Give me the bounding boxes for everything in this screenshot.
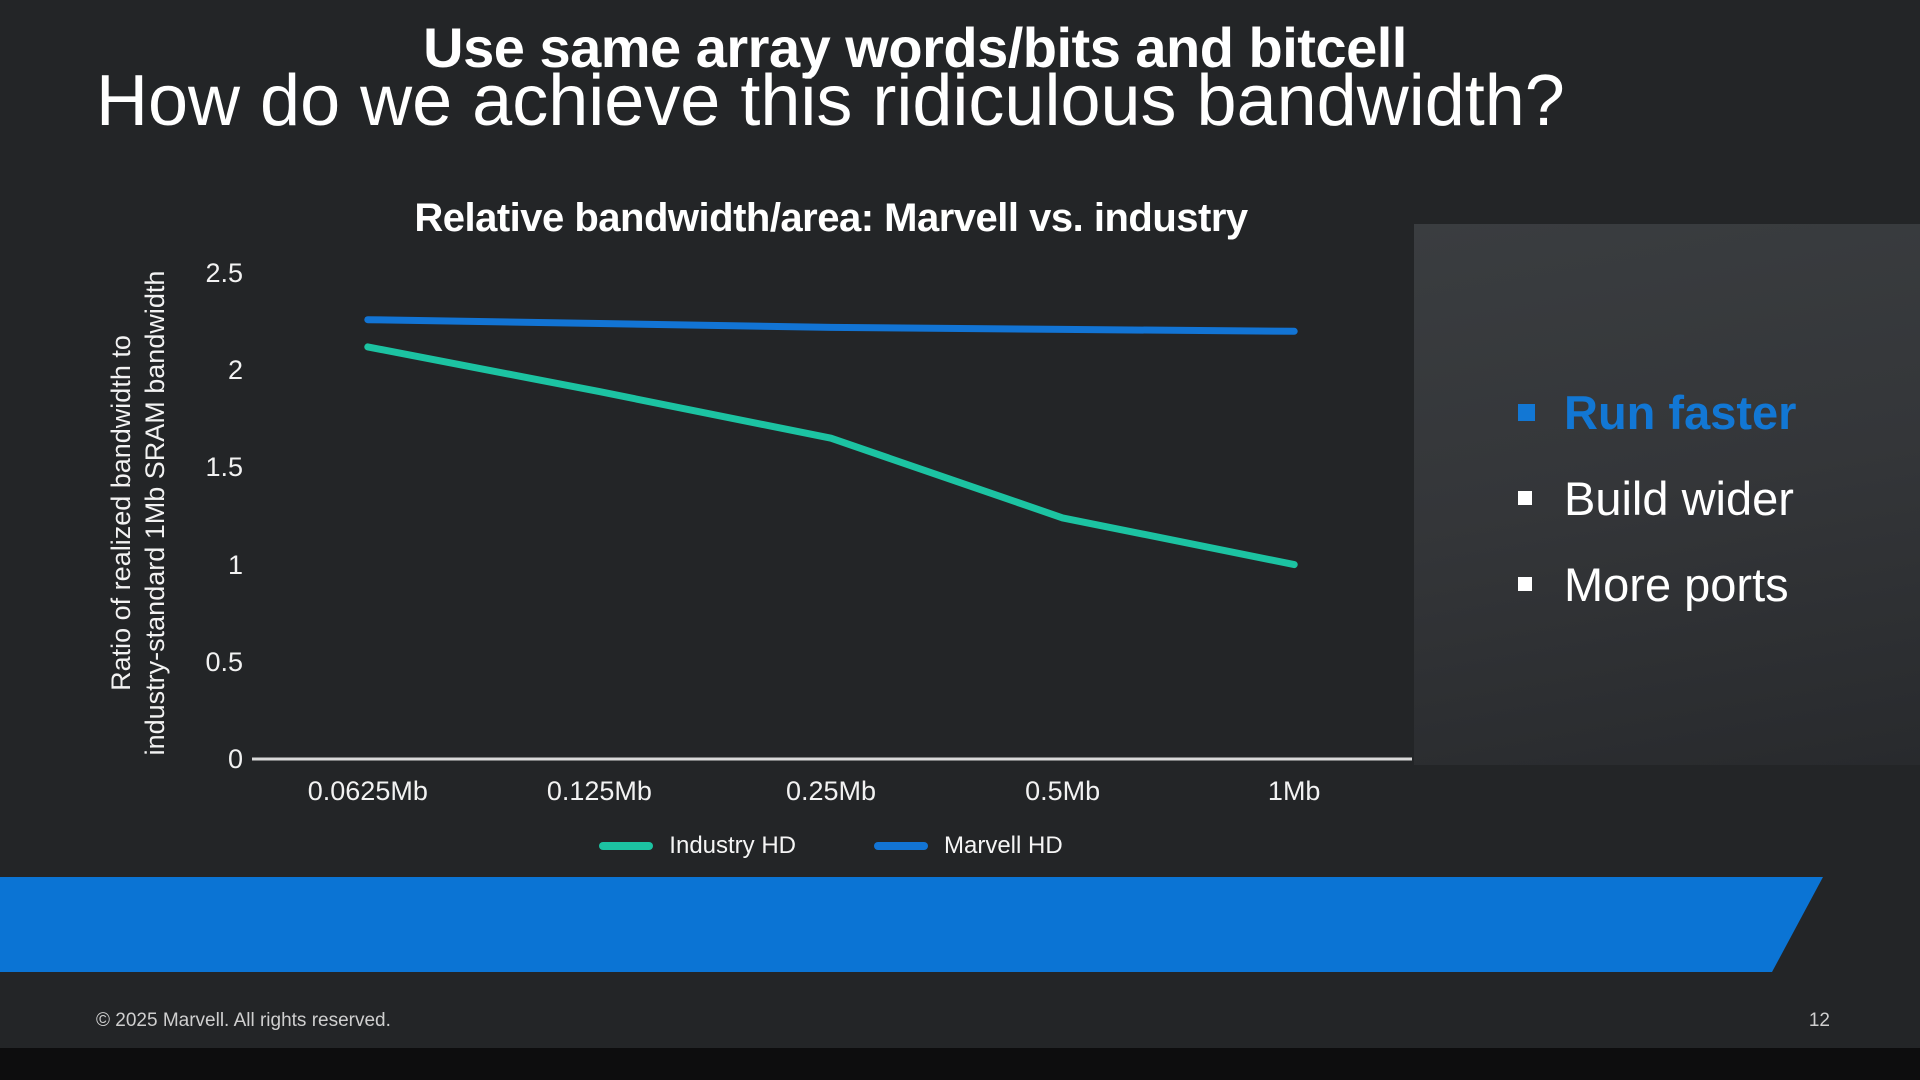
bullet-list: Run faster Build wider More ports xyxy=(1518,383,1796,641)
bullet-label: More ports xyxy=(1564,557,1789,611)
copyright-note: © 2025 Marvell. All rights reserved. xyxy=(96,1010,391,1031)
bullet-item: Run faster xyxy=(1518,383,1796,441)
banner xyxy=(0,877,1823,972)
x-tick-label: 0.25Mb xyxy=(785,776,877,806)
y-tick-label: 0 xyxy=(227,744,243,774)
x-tick-label: 0.5Mb xyxy=(1025,776,1101,806)
legend-item: Industry HD xyxy=(599,832,796,860)
legend-label: Industry HD xyxy=(669,832,796,859)
bullet-label: Build wider xyxy=(1564,471,1794,525)
y-tick-label: 2.5 xyxy=(205,258,243,288)
series-line-industry-hd xyxy=(364,343,1298,569)
page-number: 12 xyxy=(1808,1010,1830,1031)
x-tick-label: 0.0625Mb xyxy=(307,776,428,806)
slide-title: How do we achieve this ridiculous bandwi… xyxy=(96,61,1565,141)
legend-swatch-icon xyxy=(599,842,654,850)
bullet-square-icon xyxy=(1518,491,1532,505)
y-tick-label: 0.5 xyxy=(205,646,243,677)
side-gradient-panel xyxy=(1414,224,1920,765)
chart-legend: Industry HD Marvell HD xyxy=(252,830,1410,862)
line-chart-plot xyxy=(252,316,1412,761)
legend-swatch-icon xyxy=(874,842,928,850)
bullet-item: More ports xyxy=(1518,555,1796,613)
y-axis-label: Ratio of realized bandwidth to industry-… xyxy=(106,270,170,756)
bullet-item: Build wider xyxy=(1518,469,1796,527)
chart-title: Relative bandwidth/area: Marvell vs. ind… xyxy=(414,196,1248,240)
bullet-square-icon xyxy=(1518,577,1532,591)
banner-text: Use same array words/bits and bitcell xyxy=(423,16,1407,79)
legend-item: Marvell HD xyxy=(874,832,1063,860)
y-tick-label: 2 xyxy=(227,355,243,386)
x-tick-label: 0.125Mb xyxy=(546,776,652,806)
y-tick-label: 1.5 xyxy=(205,452,243,483)
bullet-square-icon xyxy=(1518,403,1535,421)
bullet-label: Run faster xyxy=(1564,385,1797,439)
x-tick-label: 1Mb xyxy=(1267,776,1321,806)
y-tick-label: 1 xyxy=(227,549,243,580)
legend-label: Marvell HD xyxy=(944,832,1063,859)
bottom-bar xyxy=(0,1048,1920,1080)
series-line-marvell-hd xyxy=(364,316,1298,335)
